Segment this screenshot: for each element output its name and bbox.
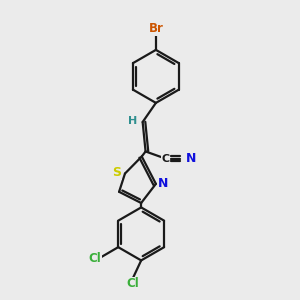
Text: Br: Br [148, 22, 163, 35]
Text: S: S [112, 166, 121, 179]
Text: Cl: Cl [88, 252, 101, 266]
Text: N: N [185, 152, 196, 165]
Text: H: H [128, 116, 137, 126]
Text: N: N [158, 177, 168, 190]
Text: Cl: Cl [127, 278, 139, 290]
Text: C: C [161, 154, 170, 164]
